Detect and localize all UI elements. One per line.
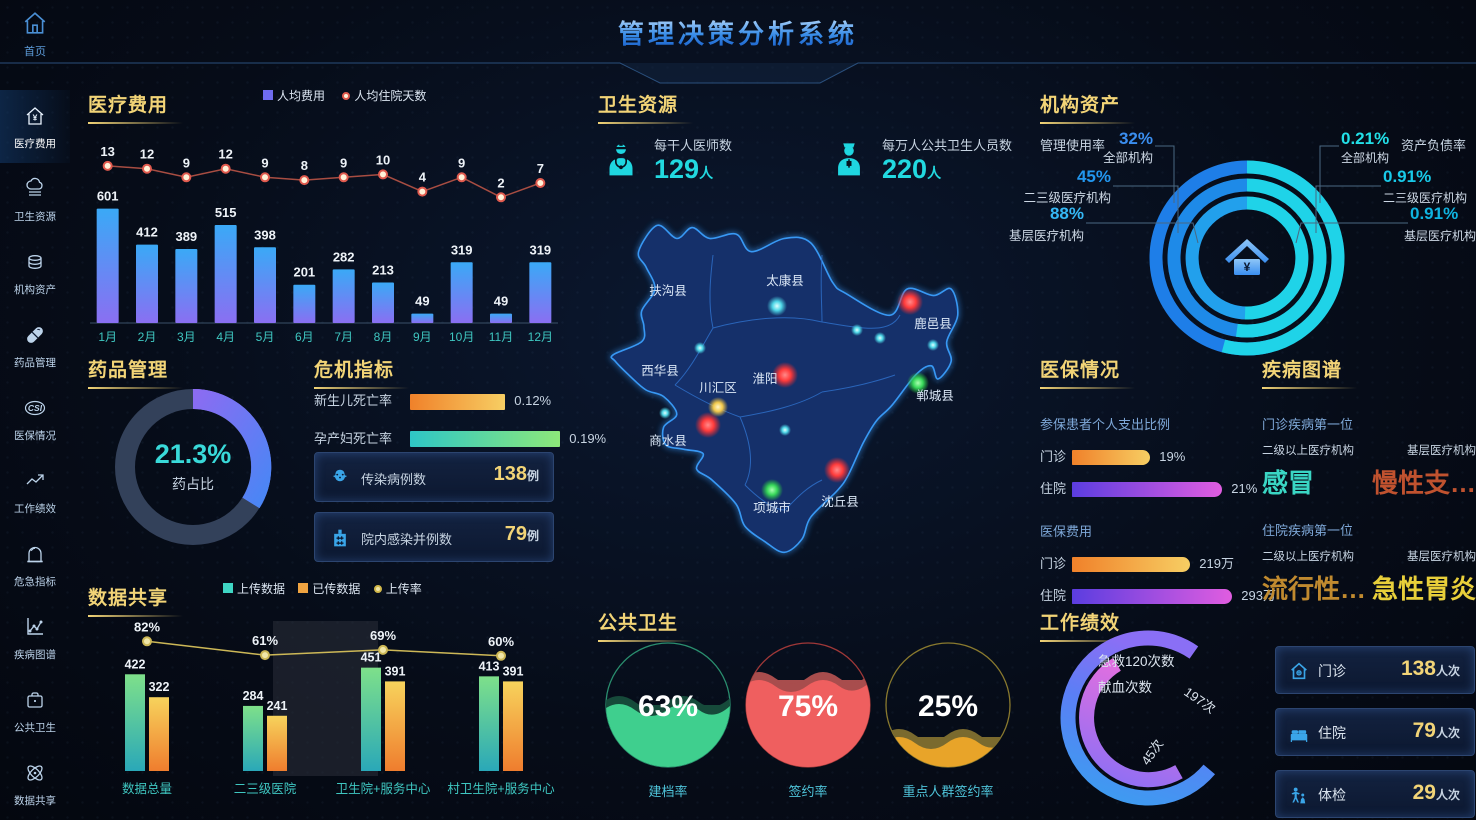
svg-text:422: 422 <box>125 657 146 671</box>
svg-text:川汇区: 川汇区 <box>699 381 737 395</box>
svg-text:沈丘县: 沈丘县 <box>821 494 859 509</box>
svg-text:49: 49 <box>494 294 508 309</box>
svg-text:451: 451 <box>361 651 382 665</box>
svg-text:10月: 10月 <box>449 330 474 344</box>
svg-text:0.91%: 0.91% <box>1410 204 1458 223</box>
svg-text:10: 10 <box>376 152 390 167</box>
svg-text:¥: ¥ <box>33 113 38 123</box>
svg-text:12月: 12月 <box>528 330 553 344</box>
svg-text:0.21%: 0.21% <box>1341 129 1389 148</box>
svg-text:282: 282 <box>333 249 355 264</box>
svg-text:项城市: 项城市 <box>753 500 791 515</box>
svg-text:319: 319 <box>529 242 551 257</box>
svg-text:基层医疗机构: 基层医疗机构 <box>1009 228 1084 243</box>
svg-text:213: 213 <box>372 262 394 277</box>
svg-text:25%: 25% <box>918 690 978 723</box>
svg-text:太康县: 太康县 <box>766 273 804 288</box>
svg-text:全部机构: 全部机构 <box>1103 150 1153 165</box>
svg-text:60%: 60% <box>488 634 514 649</box>
svg-text:45%: 45% <box>1077 167 1111 186</box>
svg-text:9月: 9月 <box>413 330 432 344</box>
svg-text:鹿邑县: 鹿邑县 <box>914 316 952 331</box>
svg-text:391: 391 <box>385 664 406 678</box>
svg-text:197次: 197次 <box>1181 684 1218 716</box>
svg-text:4: 4 <box>419 170 427 185</box>
svg-text:13: 13 <box>100 145 114 159</box>
svg-text:1月: 1月 <box>98 330 117 344</box>
svg-text:11月: 11月 <box>489 330 513 344</box>
svg-text:45次: 45次 <box>1138 737 1166 768</box>
svg-text:药占比: 药占比 <box>172 476 214 492</box>
svg-text:12: 12 <box>218 147 232 162</box>
svg-text:8月: 8月 <box>374 330 393 344</box>
svg-text:4月: 4月 <box>216 330 235 344</box>
svg-text:数据总量: 数据总量 <box>122 781 172 796</box>
svg-text:3月: 3月 <box>177 330 196 344</box>
svg-text:卫生院+服务中心: 卫生院+服务中心 <box>336 781 431 796</box>
svg-text:6月: 6月 <box>295 330 314 344</box>
svg-text:商水县: 商水县 <box>649 433 687 448</box>
svg-text:5月: 5月 <box>256 330 275 344</box>
svg-text:淮阳: 淮阳 <box>752 372 777 386</box>
svg-text:12: 12 <box>140 147 154 162</box>
svg-text:21.3%: 21.3% <box>155 439 232 469</box>
svg-text:扶沟县: 扶沟县 <box>649 283 687 298</box>
svg-text:515: 515 <box>215 205 237 220</box>
svg-text:389: 389 <box>175 229 197 244</box>
svg-text:9: 9 <box>261 155 268 170</box>
svg-text:0.91%: 0.91% <box>1383 167 1431 186</box>
svg-text:601: 601 <box>97 189 119 204</box>
svg-text:88%: 88% <box>1050 204 1084 223</box>
svg-text:412: 412 <box>136 225 158 240</box>
svg-text:村卫生院+服务中心: 村卫生院+服务中心 <box>447 781 555 796</box>
svg-text:284: 284 <box>243 689 264 703</box>
svg-text:69%: 69% <box>370 628 396 643</box>
svg-text:82%: 82% <box>134 621 160 634</box>
svg-text:CSI: CSI <box>28 403 43 413</box>
svg-text:7月: 7月 <box>334 330 353 344</box>
svg-text:61%: 61% <box>252 633 278 648</box>
svg-text:郸城县: 郸城县 <box>916 389 954 403</box>
svg-text:398: 398 <box>254 227 276 242</box>
svg-text:2月: 2月 <box>138 330 157 344</box>
svg-text:32%: 32% <box>1119 129 1153 148</box>
svg-text:西华县: 西华县 <box>641 363 679 378</box>
svg-text:319: 319 <box>451 242 473 257</box>
svg-text:7: 7 <box>537 161 544 176</box>
svg-text:二三级医院: 二三级医院 <box>234 782 297 796</box>
svg-text:二三级医疗机构: 二三级医疗机构 <box>1383 190 1467 205</box>
svg-text:391: 391 <box>503 664 524 678</box>
svg-text:2: 2 <box>497 175 504 190</box>
svg-text:75%: 75% <box>778 690 838 723</box>
svg-text:基层医疗机构: 基层医疗机构 <box>1404 228 1476 243</box>
svg-text:63%: 63% <box>638 690 698 723</box>
svg-text:413: 413 <box>479 659 500 673</box>
svg-text:201: 201 <box>293 265 315 280</box>
svg-text:二三级医疗机构: 二三级医疗机构 <box>1023 190 1111 205</box>
svg-text:322: 322 <box>149 680 170 694</box>
svg-text:9: 9 <box>340 155 347 170</box>
svg-text:全部机构: 全部机构 <box>1341 150 1389 165</box>
svg-text:9: 9 <box>458 155 465 170</box>
svg-text:49: 49 <box>415 294 429 309</box>
svg-text:9: 9 <box>183 155 190 170</box>
svg-text:8: 8 <box>301 158 308 173</box>
svg-text:241: 241 <box>267 699 288 713</box>
